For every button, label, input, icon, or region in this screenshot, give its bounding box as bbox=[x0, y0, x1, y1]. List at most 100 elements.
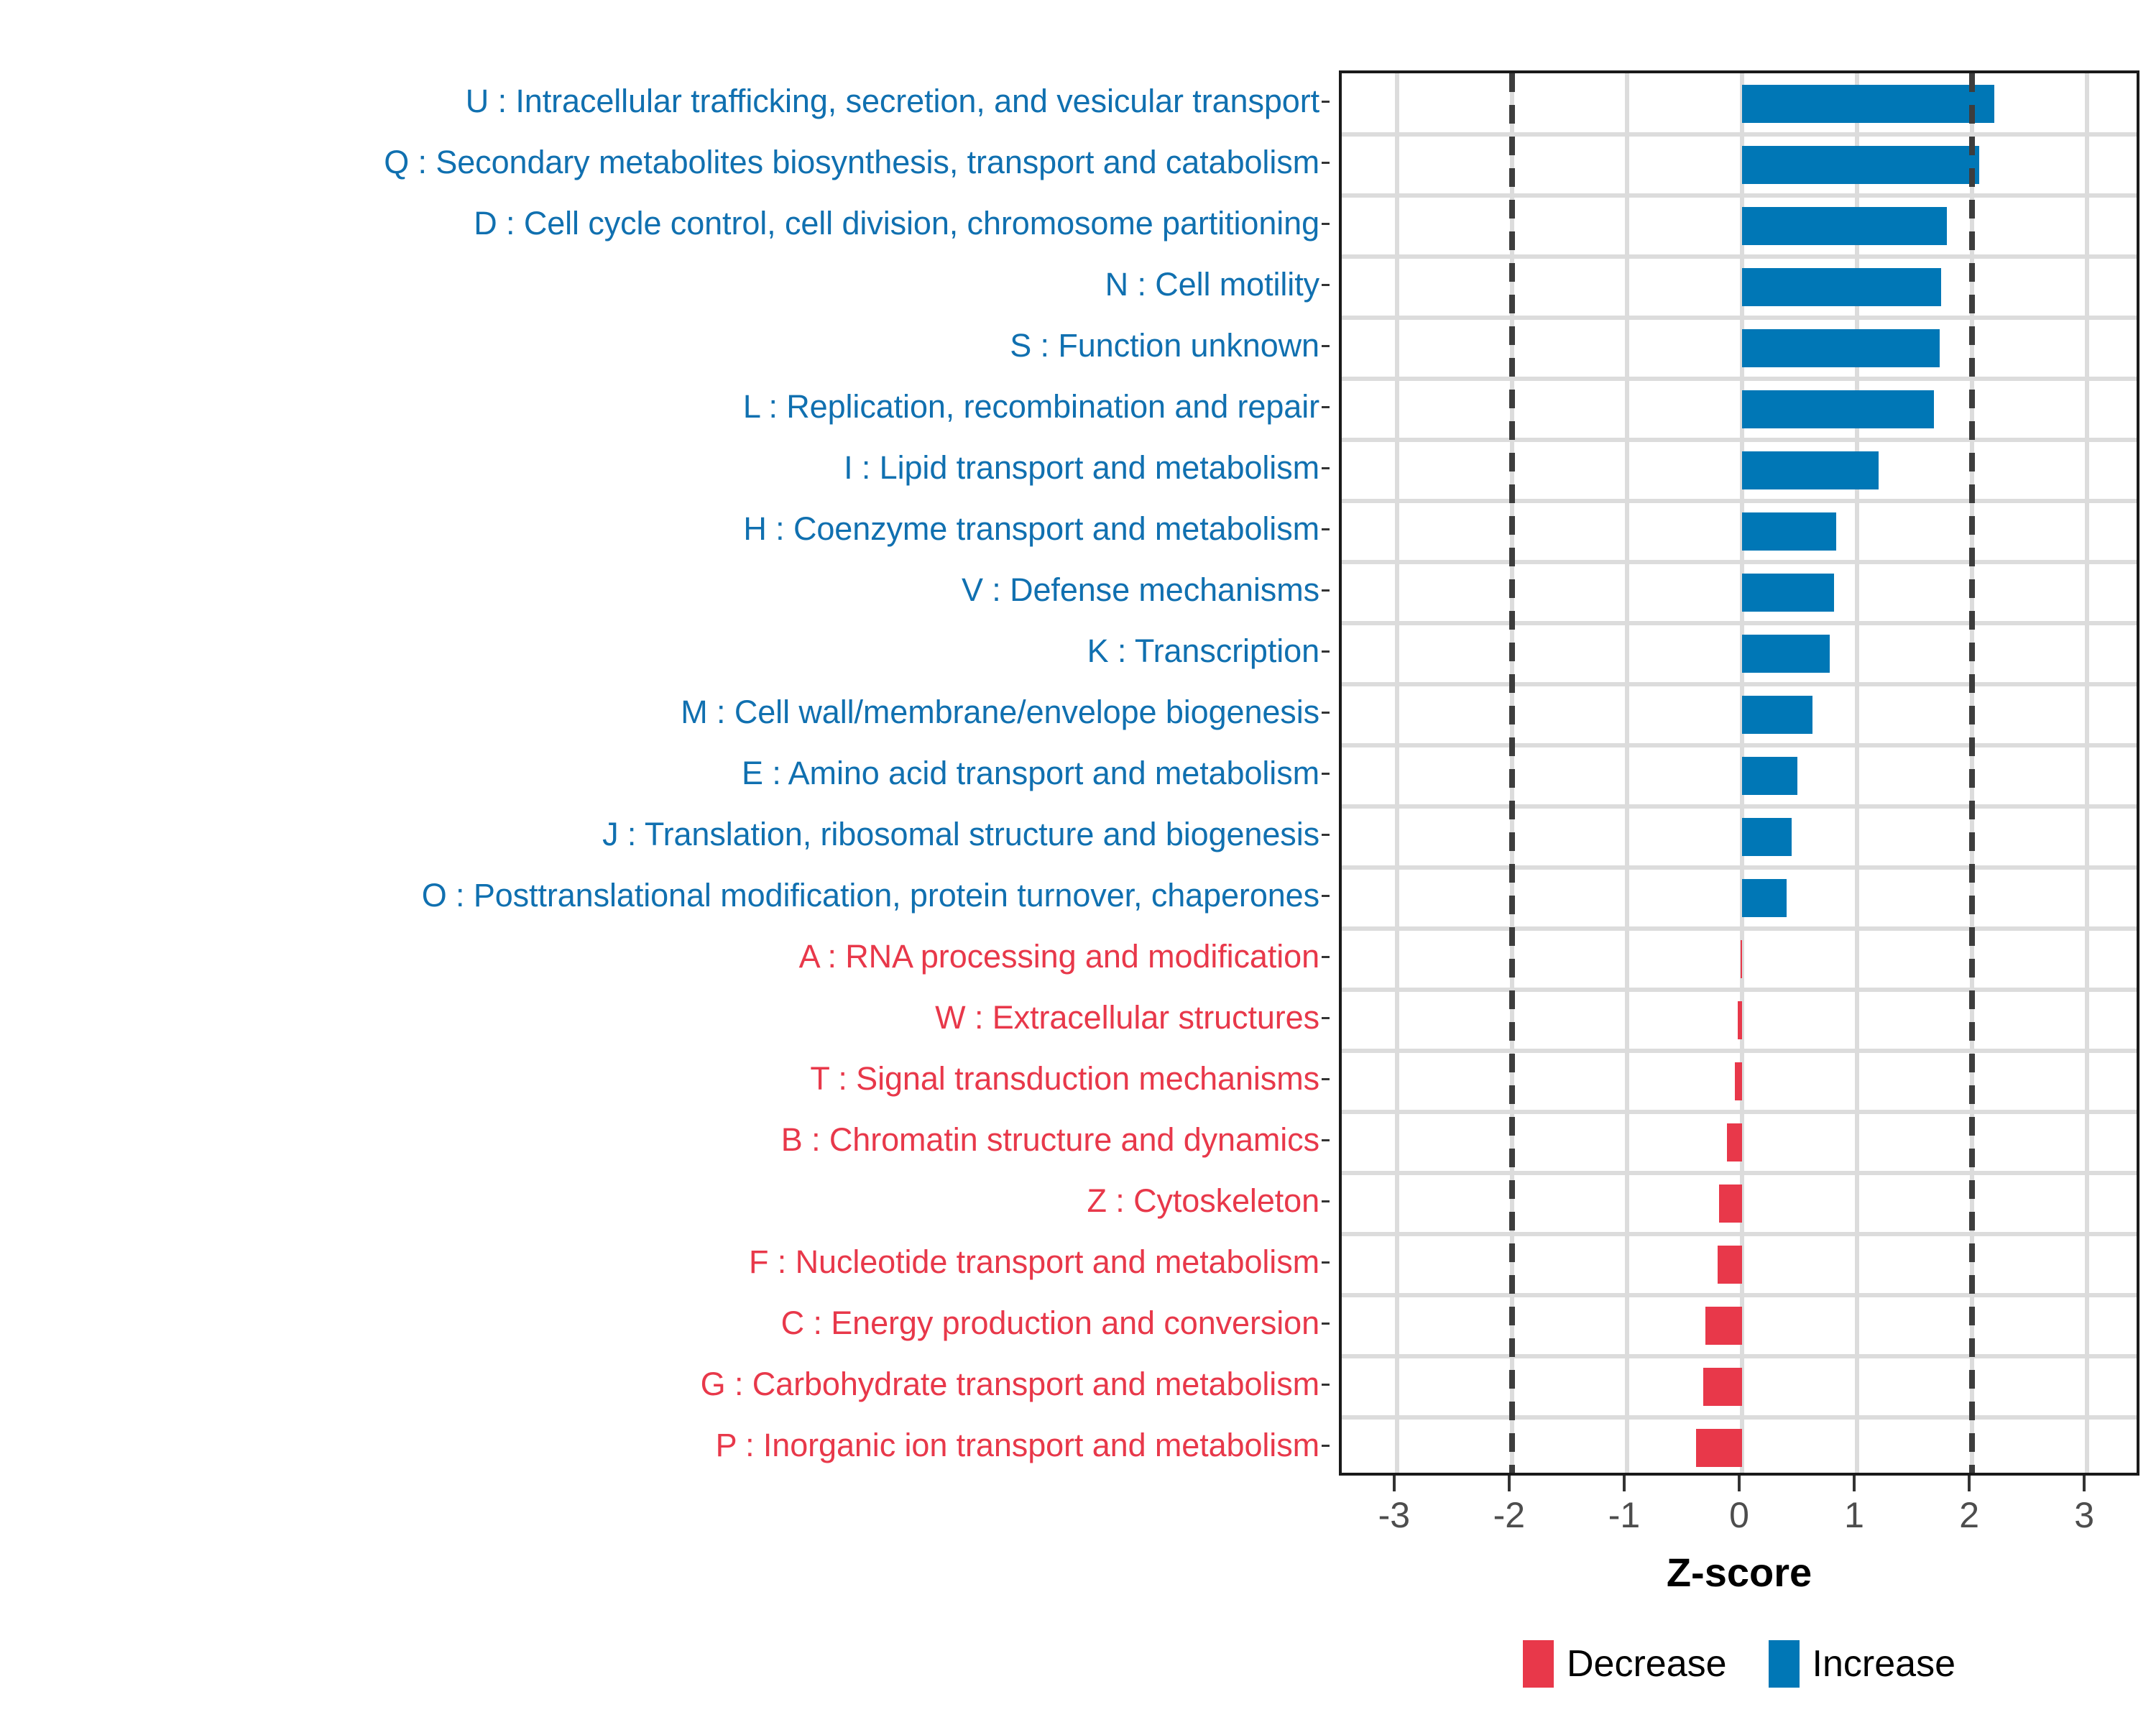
y-axis-tick bbox=[1322, 1383, 1330, 1386]
y-axis-tick bbox=[1322, 283, 1330, 286]
category-label: N : Cell motility bbox=[1105, 265, 1319, 303]
gridline-vertical bbox=[2085, 73, 2090, 1473]
x-axis-tick bbox=[1622, 1476, 1626, 1491]
gridline-horizontal bbox=[1342, 743, 2137, 748]
category-label: E : Amino acid transport and metabolism bbox=[742, 754, 1319, 791]
bar bbox=[1742, 696, 1812, 734]
gridline-horizontal bbox=[1342, 316, 2137, 320]
bar bbox=[1737, 1001, 1742, 1039]
gridline-horizontal bbox=[1342, 926, 2137, 931]
y-axis-tick bbox=[1322, 1077, 1330, 1080]
bar bbox=[1735, 1062, 1742, 1100]
y-axis-tick bbox=[1322, 955, 1330, 958]
y-axis-tick bbox=[1322, 1138, 1330, 1141]
gridline-horizontal bbox=[1342, 499, 2137, 503]
bar bbox=[1742, 879, 1787, 917]
gridline-horizontal bbox=[1342, 682, 2137, 686]
x-axis-tick bbox=[2083, 1476, 2086, 1491]
gridline-horizontal bbox=[1342, 132, 2137, 137]
y-axis-tick bbox=[1322, 589, 1330, 592]
bar bbox=[1727, 1123, 1742, 1162]
y-axis-tick bbox=[1322, 1016, 1330, 1019]
gridline-horizontal bbox=[1342, 560, 2137, 564]
bar bbox=[1718, 1184, 1742, 1223]
y-axis-tick bbox=[1322, 711, 1330, 714]
gridline-horizontal bbox=[1342, 865, 2137, 870]
x-axis-tick-label: -3 bbox=[1378, 1495, 1411, 1535]
y-axis-tick bbox=[1322, 650, 1330, 653]
category-label: J : Translation, ribosomal structure and… bbox=[602, 815, 1319, 852]
x-axis-tick-label: -1 bbox=[1608, 1495, 1641, 1535]
y-axis-tick bbox=[1322, 100, 1330, 103]
bar bbox=[1742, 512, 1837, 551]
bar bbox=[1742, 390, 1935, 428]
bar bbox=[1742, 757, 1797, 795]
legend-label: Decrease bbox=[1566, 1643, 1727, 1685]
gridline-horizontal bbox=[1342, 438, 2137, 442]
y-axis-tick bbox=[1322, 772, 1330, 775]
gridline-horizontal bbox=[1342, 1232, 2137, 1236]
gridline-horizontal bbox=[1342, 621, 2137, 625]
category-label: H : Coenzyme transport and metabolism bbox=[743, 510, 1319, 547]
x-axis-tick-label: -2 bbox=[1493, 1495, 1526, 1535]
category-label: L : Replication, recombination and repai… bbox=[742, 387, 1319, 425]
legend-swatch bbox=[1522, 1640, 1554, 1688]
bar bbox=[1742, 451, 1879, 489]
bar bbox=[1742, 85, 1994, 123]
category-label: M : Cell wall/membrane/envelope biogenes… bbox=[681, 693, 1319, 730]
x-axis-tick bbox=[1392, 1476, 1396, 1491]
y-axis-tick bbox=[1322, 833, 1330, 836]
y-axis-tick bbox=[1322, 161, 1330, 164]
gridline-horizontal bbox=[1342, 988, 2137, 992]
gridline-vertical bbox=[1394, 73, 1399, 1473]
x-axis-tick bbox=[1968, 1476, 1971, 1491]
threshold-line bbox=[1969, 73, 1976, 1473]
y-axis-tick bbox=[1322, 222, 1330, 225]
category-label: A : RNA processing and modification bbox=[798, 937, 1319, 975]
bar bbox=[1718, 1246, 1742, 1284]
category-label: I : Lipid transport and metabolism bbox=[844, 448, 1319, 486]
y-axis-tick bbox=[1322, 1200, 1330, 1202]
legend-label: Increase bbox=[1812, 1643, 1955, 1685]
x-axis-tick-label: 2 bbox=[1959, 1495, 1980, 1535]
legend-swatch bbox=[1768, 1640, 1800, 1688]
gridline-horizontal bbox=[1342, 804, 2137, 809]
gridline-horizontal bbox=[1342, 254, 2137, 259]
y-axis-tick bbox=[1322, 1322, 1330, 1325]
y-axis-tick bbox=[1322, 466, 1330, 469]
y-axis-tick bbox=[1322, 1444, 1330, 1447]
legend-item[interactable]: Decrease bbox=[1522, 1640, 1727, 1688]
category-label: U : Intracellular trafficking, secretion… bbox=[465, 82, 1319, 119]
y-axis-tick bbox=[1322, 528, 1330, 530]
gridline-vertical bbox=[1855, 73, 1860, 1473]
category-label-axis: U : Intracellular trafficking, secretion… bbox=[0, 70, 1330, 1476]
category-label: V : Defense mechanisms bbox=[961, 571, 1319, 608]
category-label: T : Signal transduction mechanisms bbox=[810, 1059, 1319, 1097]
category-label: C : Energy production and conversion bbox=[780, 1304, 1319, 1341]
category-label: K : Transcription bbox=[1087, 632, 1320, 669]
category-label: D : Cell cycle control, cell division, c… bbox=[474, 204, 1319, 242]
x-axis: -3 -2 -1 0 1 2 3 bbox=[1339, 1476, 2139, 1562]
gridline-horizontal bbox=[1342, 1110, 2137, 1114]
x-axis-tick-label: 3 bbox=[2074, 1495, 2095, 1535]
legend-item[interactable]: Increase bbox=[1768, 1640, 1955, 1688]
bar bbox=[1742, 574, 1835, 612]
x-axis-tick-label: 1 bbox=[1844, 1495, 1864, 1535]
category-label: Q : Secondary metabolites biosynthesis, … bbox=[384, 143, 1319, 180]
gridline-vertical bbox=[1624, 73, 1629, 1473]
gridline-horizontal bbox=[1342, 193, 2137, 198]
y-axis-tick bbox=[1322, 894, 1330, 897]
x-axis-tick bbox=[1507, 1476, 1511, 1491]
category-label: O : Posttranslational modification, prot… bbox=[421, 876, 1319, 914]
chart-legend: Decrease Increase bbox=[1339, 1632, 2139, 1696]
gridline-horizontal bbox=[1342, 1171, 2137, 1175]
x-axis-tick bbox=[1738, 1476, 1741, 1491]
gridline-horizontal bbox=[1342, 377, 2137, 381]
bar bbox=[1742, 146, 1979, 184]
category-label: Z : Cytoskeleton bbox=[1087, 1182, 1319, 1219]
category-label: F : Nucleotide transport and metabolism bbox=[749, 1243, 1319, 1280]
category-label: B : Chromatin structure and dynamics bbox=[780, 1121, 1319, 1158]
category-label: P : Inorganic ion transport and metaboli… bbox=[715, 1426, 1320, 1463]
category-label: G : Carbohydrate transport and metabolis… bbox=[700, 1365, 1319, 1402]
y-axis-tick bbox=[1322, 344, 1330, 347]
